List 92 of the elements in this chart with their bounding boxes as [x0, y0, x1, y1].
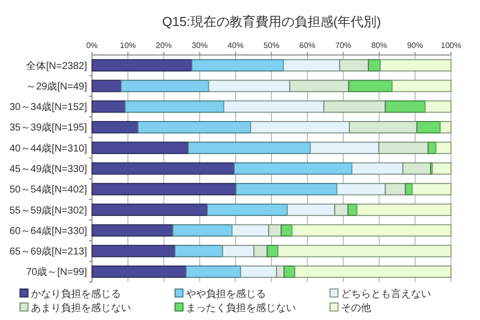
bar [348, 121, 418, 134]
bar [222, 244, 254, 258]
chart-title: Q15:現在の教育費用の負担感(年代別) [162, 14, 381, 29]
bar [208, 80, 290, 92]
bar [232, 224, 270, 237]
bar [268, 224, 282, 237]
bar [289, 80, 350, 92]
bar [286, 204, 336, 216]
y-tick-label: 55～59歳[N=302] [9, 204, 88, 216]
bar [92, 244, 176, 258]
bar [435, 142, 452, 154]
x-tick-label: 0% [86, 41, 98, 50]
bar [282, 59, 340, 72]
x-tick-label: 10% [120, 41, 136, 50]
bar [339, 59, 369, 72]
bar [323, 100, 386, 113]
bar [392, 80, 452, 92]
bar [384, 100, 426, 113]
bar [432, 162, 452, 175]
bar [92, 100, 126, 113]
bar [250, 121, 350, 134]
y-tick-label: 40～44歳[N=310] [9, 142, 88, 154]
bar [351, 162, 404, 175]
x-tick-label: 90% [407, 41, 424, 50]
x-tick-label: 20% [156, 41, 172, 50]
bar [424, 100, 452, 113]
bar [92, 121, 138, 134]
bar [378, 142, 429, 154]
bar [186, 266, 242, 278]
bar [416, 121, 441, 134]
bar [92, 266, 187, 278]
bar [291, 224, 452, 237]
bar [92, 80, 122, 92]
bar [356, 204, 452, 216]
bar [280, 224, 292, 237]
bar [348, 80, 393, 92]
bar [284, 266, 296, 278]
bar [188, 142, 311, 154]
legend-label: あまり負担を感じない [31, 302, 131, 314]
bar [294, 266, 452, 278]
bar [428, 142, 436, 154]
legend-label: どちらとも言えない [341, 288, 431, 300]
bar [440, 121, 452, 134]
y-tick-label: 70歳～[N=99] [26, 266, 88, 278]
legend-label: やや負担を感じる [186, 288, 266, 300]
x-tick-label: 50% [263, 41, 280, 50]
y-tick-label: 全体[N=2382] [26, 60, 88, 72]
bar [124, 100, 224, 113]
y-tick-label: 30～34歳[N=152] [9, 101, 88, 114]
y-tick-label: ～29歳[N=49] [26, 80, 88, 92]
bar [334, 204, 348, 216]
bar [92, 142, 189, 154]
bar [174, 244, 224, 258]
bar [92, 59, 192, 72]
bar [368, 59, 381, 72]
bar [235, 182, 338, 196]
bar [277, 244, 452, 258]
bar [384, 182, 406, 196]
bar [336, 182, 386, 196]
bar [191, 59, 284, 72]
bar [234, 162, 352, 175]
x-tick-label: 100% [440, 41, 462, 50]
x-tick-label: 30% [192, 41, 208, 50]
bar [206, 204, 288, 216]
x-tick-label: 70% [335, 41, 352, 50]
bar [137, 121, 252, 134]
bar [380, 59, 452, 72]
bar [172, 224, 233, 237]
y-tick-label: 45～49歳[N=330] [9, 163, 88, 175]
y-tick-label: 35～39歳[N=195] [9, 122, 88, 134]
y-tick-label: 50～54歳[N=402] [9, 184, 88, 196]
bar [120, 80, 210, 92]
x-tick-label: 60% [299, 41, 316, 50]
bar [412, 182, 452, 196]
x-tick-label: 80% [371, 41, 388, 50]
bar [347, 204, 358, 216]
legend-label: まったく負担を感じない [186, 302, 296, 314]
bar [402, 162, 432, 175]
bar [266, 244, 278, 258]
bar [276, 266, 285, 278]
bar [92, 224, 174, 237]
bar [310, 142, 380, 154]
bar [92, 204, 208, 216]
bar [92, 182, 236, 196]
y-tick-label: 60～64歳[N=330] [9, 224, 88, 237]
legend-label: かなり負担を感じる [31, 288, 121, 300]
legend-label: その他 [341, 302, 371, 314]
bar [240, 266, 278, 278]
bar [223, 100, 324, 113]
y-tick-label: 65～69歳[N=213] [9, 246, 88, 258]
x-tick-label: 40% [228, 41, 244, 50]
bar [92, 162, 235, 175]
